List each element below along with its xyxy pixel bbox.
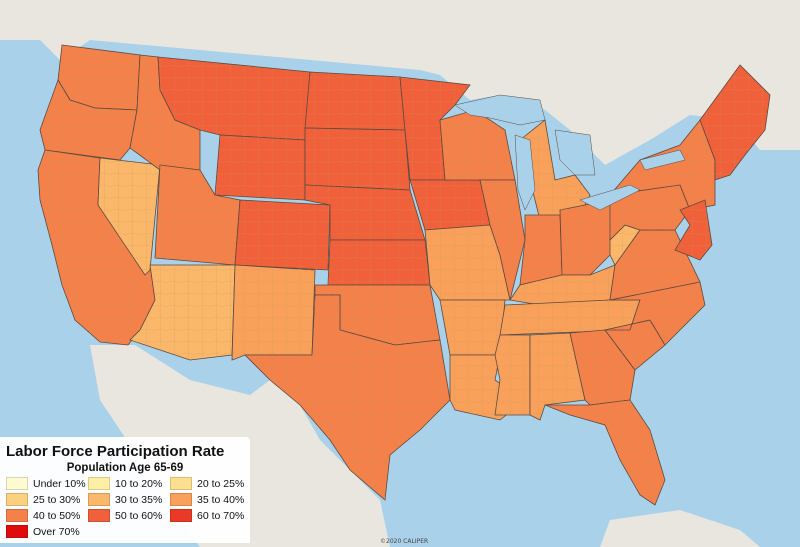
county-lines-south-carolina	[605, 320, 665, 370]
county-lines-mississippi	[495, 335, 530, 415]
legend-item: 10 to 20%	[88, 477, 170, 490]
legend-swatch	[6, 509, 28, 522]
lake-huron	[554, 129, 596, 176]
county-lines-california	[38, 150, 155, 345]
legend-label: 20 to 25%	[197, 477, 245, 490]
county-lines-wisconsin	[440, 110, 515, 180]
county-lines-nevada	[98, 158, 160, 275]
county-lines-florida	[545, 400, 665, 505]
legend-swatch	[170, 509, 192, 522]
legend-label: 40 to 50%	[33, 509, 81, 522]
legend-swatch	[170, 477, 192, 490]
county-lines-colorado	[235, 200, 330, 270]
map-credit: ©2020 CALIPER	[380, 538, 429, 545]
legend-label: 50 to 60%	[115, 509, 163, 522]
map-legend: Labor Force Participation Rate Populatio…	[0, 437, 250, 543]
legend-item: 30 to 35%	[88, 493, 170, 506]
lake-ontario	[639, 149, 686, 171]
legend-item: 20 to 25%	[170, 477, 248, 490]
county-lines-ohio	[560, 200, 615, 275]
county-lines-oregon	[40, 80, 137, 160]
county-lines-nebraska	[305, 185, 425, 240]
legend-swatch	[170, 493, 192, 506]
county-lines-south-dakota	[305, 128, 410, 190]
legend-item: 35 to 40%	[170, 493, 248, 506]
legend-swatch	[88, 509, 110, 522]
lake-superior	[454, 94, 546, 126]
county-lines-idaho	[130, 55, 200, 175]
legend-item: 25 to 30%	[6, 493, 88, 506]
legend-label: Over 70%	[33, 525, 80, 538]
canada-land	[0, 0, 800, 165]
county-lines-wyoming	[215, 135, 305, 200]
legend-label: 30 to 35%	[115, 493, 163, 506]
legend-swatch	[6, 477, 28, 490]
legend-grid: Under 10% 10 to 20% 20 to 25% 25 to 30% 30 t…	[6, 477, 244, 538]
county-lines-arkansas	[440, 300, 505, 355]
lake-michigan	[514, 134, 536, 211]
legend-label: 25 to 30%	[33, 493, 81, 506]
county-lines-new-jersey-delaware-maryland	[675, 200, 712, 260]
legend-item: 50 to 60%	[88, 509, 170, 522]
county-lines-washington	[58, 45, 140, 110]
county-lines-tennessee	[500, 300, 640, 335]
county-lines-north-carolina	[605, 282, 705, 345]
county-lines-kentucky	[510, 265, 615, 305]
county-lines-kansas	[328, 240, 430, 285]
caribbean-land	[600, 510, 760, 547]
county-lines-oklahoma	[315, 285, 440, 345]
county-lines-minnesota	[400, 77, 470, 180]
legend-item: Over 70%	[6, 525, 88, 538]
county-lines-illinois	[480, 180, 525, 300]
county-lines-michigan	[520, 120, 590, 220]
legend-swatch	[6, 493, 28, 506]
county-lines-utah	[155, 165, 240, 265]
legend-subtitle: Population Age 65-69	[66, 462, 184, 474]
county-lines-new-mexico	[232, 265, 315, 360]
county-lines-indiana	[520, 215, 562, 285]
legend-item: Under 10%	[6, 477, 88, 490]
legend-swatch	[6, 525, 28, 538]
county-lines-texas	[245, 295, 450, 500]
lake-erie	[579, 184, 641, 211]
legend-swatch	[88, 493, 110, 506]
county-lines-north-dakota	[305, 72, 405, 130]
legend-title: Labor Force Participation Rate	[6, 443, 225, 460]
legend-item: 40 to 50%	[6, 509, 88, 522]
county-lines-iowa	[410, 180, 490, 230]
legend-label: 10 to 20%	[115, 477, 163, 490]
county-lines-west-virginia	[610, 225, 640, 265]
legend-item: 60 to 70%	[170, 509, 248, 522]
legend-label: 35 to 40%	[197, 493, 245, 506]
county-lines-arizona	[130, 265, 235, 360]
legend-swatch	[88, 477, 110, 490]
county-lines-alabama	[530, 333, 585, 420]
county-lines-new-england	[700, 65, 770, 180]
legend-label: 60 to 70%	[197, 509, 245, 522]
legend-label: Under 10%	[33, 477, 86, 490]
county-lines-montana	[158, 57, 310, 140]
county-lines-missouri	[425, 225, 510, 300]
